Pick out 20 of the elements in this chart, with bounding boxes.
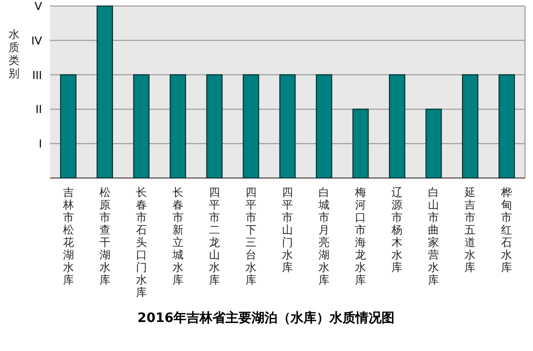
text: V	[34, 0, 42, 13]
x-tick-label: 四平市二龙山水库	[208, 186, 220, 286]
x-tick-label: 白城市月亮湖水库	[318, 186, 330, 286]
x-tick-label: 梅河口市海龙水库	[354, 186, 366, 286]
x-tick-label: 白山市曲家营水库	[428, 186, 440, 286]
text: 2016年吉林省主要湖泊（水库）水质情况图	[137, 310, 395, 326]
x-tick-label: 辽源市杨木水库	[390, 186, 403, 274]
x-tick-label: 长春市新立城水库	[171, 186, 184, 286]
category-label: 长春市石头口门水库	[136, 186, 147, 299]
x-tick-label: 四平市山门水库	[282, 186, 293, 274]
x-tick-label: 桦甸市红石水库	[500, 186, 512, 274]
x-tick-label: 四平市下三台水库	[245, 186, 256, 286]
x-tick-label: 吉林市松花湖水库	[62, 186, 74, 286]
x-tick-label: 松原市查干湖水库	[99, 186, 110, 286]
text: II	[36, 103, 42, 116]
x-tick-label: 延吉市五道水库	[464, 186, 476, 274]
text: IV	[31, 34, 42, 48]
text: I	[38, 138, 42, 151]
text: III	[32, 68, 42, 82]
y-axis-title: 水质类别	[8, 28, 20, 80]
